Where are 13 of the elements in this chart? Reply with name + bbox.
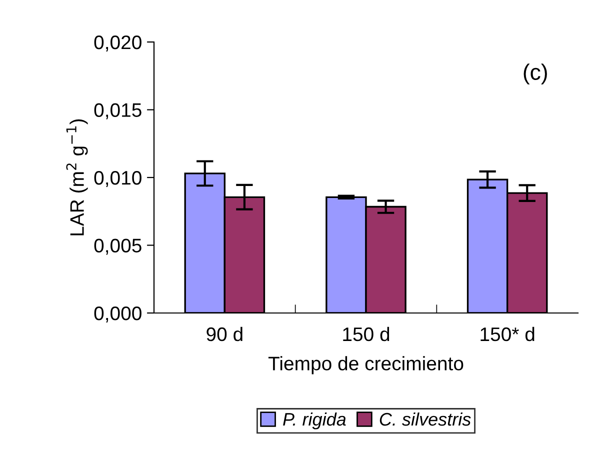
y-tick-label: 0,020	[94, 35, 142, 52]
x-axis-title: Tiempo de crecimiento	[268, 356, 464, 374]
x-tick-label: 90 d	[206, 326, 242, 342]
x-tick-label: 150* d	[480, 326, 534, 342]
y-axis-title: LAR (m$^{2}$ g$^{−1}$)	[66, 119, 88, 236]
y-tick-label: 0,010	[94, 170, 142, 188]
legend-label: P. rigida	[283, 412, 346, 430]
legend-label: C. silvestris	[380, 412, 471, 426]
annotation: (c)	[524, 64, 547, 84]
y-tick-label: 0,000	[94, 306, 142, 323]
x-tick-label: 150 d	[343, 326, 390, 342]
y-tick-label: 0,015	[94, 103, 142, 120]
y-tick-label: 0,005	[94, 238, 142, 255]
